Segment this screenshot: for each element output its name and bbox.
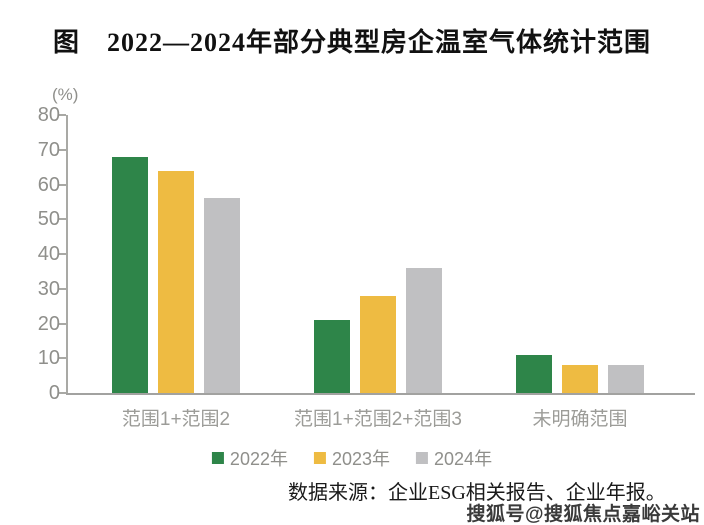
figure-title: 图 2022—2024年部分典型房企温室气体统计范围 [52, 28, 651, 57]
category-label: 未明确范围 [532, 409, 628, 430]
bar-2023年-范围1+范围2+范围3 [360, 295, 396, 393]
legend-swatch-icon [416, 452, 429, 464]
category-label: 范围1+范围2 [121, 409, 231, 430]
bar-2024年-范围1+范围2 [204, 198, 240, 393]
legend: 2022年 2023年 2024年 [211, 445, 492, 471]
y-tick-mark [59, 114, 66, 116]
y-tick-mark [59, 287, 66, 290]
bar-2024年-范围1+范围2+范围3 [406, 267, 442, 393]
legend-item-2024年: 2024年 [416, 445, 492, 471]
y-tick-mark [59, 253, 66, 255]
bar-2022年-范围1+范围2+范围3 [314, 320, 350, 393]
source-note: 数据来源：企业ESG相关报告、企业年报。 [288, 482, 666, 504]
y-tick-mark [59, 218, 66, 221]
legend-label: 2022年 [229, 449, 288, 469]
y-tick-mark [59, 183, 66, 186]
watermark: 搜狐号@搜狐焦点嘉峪关站 [466, 504, 700, 525]
y-tick-label: 80 [37, 104, 60, 126]
y-tick-label: 30 [37, 277, 60, 300]
legend-label: 2023年 [331, 449, 391, 469]
y-tick-label: 10 [37, 347, 60, 370]
y-tick-mark [59, 357, 66, 360]
y-axis-line [66, 115, 68, 395]
category-label: 范围1+范围2+范围3 [294, 409, 462, 430]
bar-2024年-未明确范围 [608, 365, 644, 393]
legend-item-2023年: 2023年 [313, 445, 391, 471]
legend-item-2022年: 2022年 [211, 445, 288, 471]
bar-2022年-范围1+范围2 [112, 156, 148, 393]
y-tick-label: 0 [48, 382, 60, 404]
y-tick-label: 20 [37, 312, 60, 335]
y-tick-mark [59, 392, 66, 394]
bar-2023年-未明确范围 [562, 365, 598, 393]
bar-2023年-范围1+范围2 [158, 170, 194, 393]
y-tick-label: 40 [37, 243, 60, 265]
x-axis-line [66, 393, 695, 395]
y-tick-label: 60 [37, 173, 60, 196]
y-tick-mark [59, 322, 66, 325]
bar-2022年-未明确范围 [516, 354, 552, 393]
y-tick-mark [59, 148, 66, 151]
legend-swatch-icon [313, 452, 326, 464]
legend-label: 2024年 [434, 449, 493, 469]
y-axis-unit-label: (%) [52, 85, 79, 104]
y-tick-label: 50 [37, 208, 60, 231]
legend-swatch-icon [211, 452, 224, 464]
y-tick-label: 70 [37, 138, 60, 161]
